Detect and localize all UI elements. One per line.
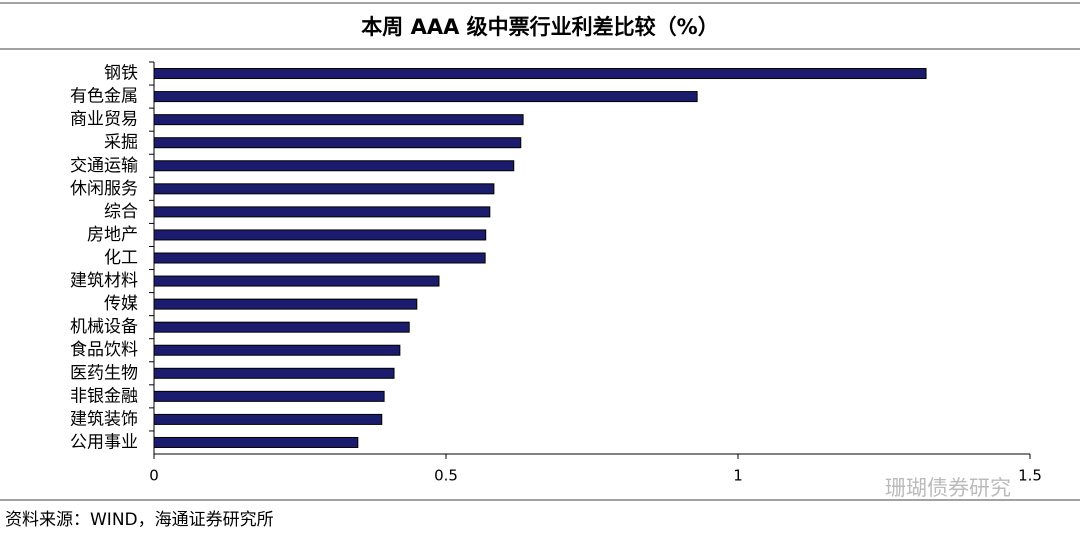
x-tick-label: 0 <box>149 467 159 485</box>
bar <box>153 114 524 126</box>
bar <box>153 321 410 333</box>
bar <box>153 390 385 402</box>
y-tick-label: 医药生物 <box>70 363 138 383</box>
y-tick-label: 采掘 <box>104 133 138 153</box>
bar <box>153 137 522 149</box>
x-tick-label: 1 <box>733 467 743 485</box>
bar <box>153 229 487 241</box>
bar <box>153 275 440 287</box>
y-tick-label: 房地产 <box>87 225 138 245</box>
y-tick-label: 建筑材料 <box>70 271 138 291</box>
y-tick-label: 休闲服务 <box>70 179 138 199</box>
bar <box>153 298 418 310</box>
bar <box>153 206 491 218</box>
bar <box>153 413 383 425</box>
bar <box>153 183 495 195</box>
y-tick-label: 建筑装饰 <box>70 409 138 429</box>
y-tick-label: 商业贸易 <box>70 110 138 130</box>
y-tick-label: 机械设备 <box>70 317 138 337</box>
bar <box>153 91 698 103</box>
y-tick-label: 交通运输 <box>70 156 138 176</box>
bar <box>153 160 515 172</box>
y-tick-label: 综合 <box>104 202 138 222</box>
y-tick-label: 钢铁 <box>104 64 138 84</box>
y-tick-label: 食品饮料 <box>70 340 138 360</box>
y-tick-label: 化工 <box>104 248 138 268</box>
y-tick-label: 公用事业 <box>70 432 138 452</box>
source: 资料来源：WIND，海通证券研究所 <box>5 510 274 530</box>
y-tick-label: 传媒 <box>104 294 138 314</box>
x-tick-label: 1.5 <box>1018 467 1042 485</box>
bar <box>153 252 486 264</box>
y-tick-label: 非银金融 <box>70 386 138 406</box>
bar <box>153 436 359 448</box>
bar <box>153 367 395 379</box>
bar <box>153 344 401 356</box>
chart-title: 本周 AAA 级中票行业利差比较（%） <box>361 15 718 39</box>
watermark: 珊瑚债券研究 <box>885 476 1011 500</box>
bar <box>153 68 927 80</box>
x-tick-label: 0.5 <box>434 467 458 485</box>
y-tick-label: 有色金属 <box>70 87 138 107</box>
